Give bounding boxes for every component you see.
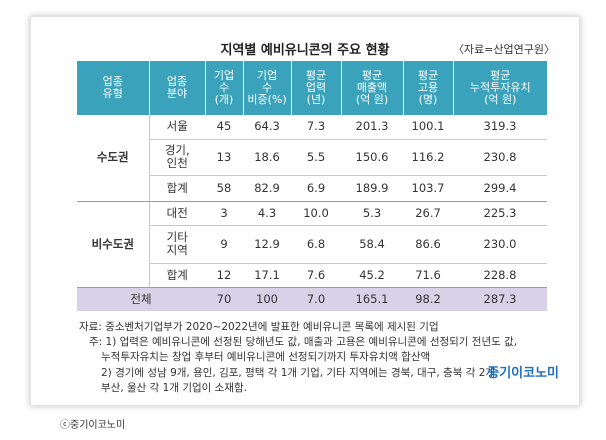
- col-header-sales: 평균 매출액 (억 원): [341, 61, 404, 115]
- value-cell: 45: [205, 115, 243, 140]
- table-row: 수도권 서울 45 64.3 7.3 201.3 100.1 319.3: [77, 115, 547, 202]
- footnote-2: 2) 경기에 성남 9개, 용인, 김포, 평택 각 1개 기업, 기타 지역에…: [101, 366, 499, 379]
- footnote-2-cont: 부산, 울산 각 1개 기업이 소재함.: [101, 381, 247, 394]
- value-cell: 9: [205, 225, 243, 264]
- footnotes: 자료: 중소벤처기업부가 2020~2022년에 발표한 예비유니콘 목록에 제…: [79, 320, 517, 396]
- data-table: 업종 유형 업종 분야 기업 수 (개) 기업 수 비중(%) 평균 업력 (년) 평균 매출액(…: [77, 61, 547, 311]
- source-label: 〈자료=산업연구원〉: [452, 43, 555, 56]
- table-row: 경기, 인천 13 18.6 5.5 150.6 116.2 230.8: [77, 139, 547, 176]
- value-cell: 6.8: [291, 225, 341, 264]
- value-cell: 10.0: [291, 201, 341, 226]
- value-cell: 45.2: [341, 263, 403, 288]
- value-cell: 319.3: [453, 115, 547, 140]
- col-header-count: 기업 수 (개): [205, 61, 244, 115]
- total-label: 전체: [77, 287, 205, 311]
- value-cell: 7.3: [291, 115, 341, 140]
- field-cell: 경기, 인천: [149, 139, 205, 176]
- value-cell: 299.4: [453, 175, 547, 202]
- value-cell: 7.6: [291, 263, 341, 288]
- value-cell: 230.8: [453, 139, 547, 176]
- value-cell: 17.1: [243, 263, 291, 288]
- col-header-employment: 평균 고용 (명): [403, 61, 454, 115]
- value-cell: 201.3: [341, 115, 403, 140]
- value-cell: 5.5: [291, 139, 341, 176]
- value-cell: 4.3: [243, 201, 291, 226]
- value-cell: 86.6: [403, 225, 453, 264]
- table-row: 기타 지역 9 12.9 6.8 58.4 86.6 230.0: [77, 225, 547, 264]
- value-cell: 225.3: [453, 201, 547, 226]
- value-cell: 7.0: [291, 287, 341, 311]
- table-row: 합계 12 17.1 7.6 45.2 71.6 228.8: [77, 263, 547, 288]
- col-header-type: 업종 유형: [77, 61, 150, 115]
- value-cell: 71.6: [403, 263, 453, 288]
- footnote-1-cont: 누적투자유치는 창업 후부터 예비유니콘에 선정되기까지 투자유치액 합산액: [101, 351, 431, 364]
- copyright-text: ⓒ중기이코노미: [60, 420, 126, 431]
- footnote-1: 주: 1) 업력은 예비유니콘에 선정된 당해년도 값, 매출과 고용은 예비유…: [89, 336, 518, 349]
- value-cell: 3: [205, 201, 243, 226]
- field-cell: 합계: [149, 263, 205, 288]
- value-cell: 189.9: [341, 175, 403, 202]
- table-row: 합계 58 82.9 6.9 189.9 103.7 299.4: [77, 175, 547, 202]
- value-cell: 12: [205, 263, 243, 288]
- value-cell: 70: [205, 287, 243, 311]
- value-cell: 230.0: [453, 225, 547, 264]
- value-cell: 58: [205, 175, 243, 202]
- footnote-source: 자료: 중소벤처기업부가 2020~2022년에 발표한 예비유니콘 목록에 제…: [79, 321, 439, 333]
- value-cell: 18.6: [243, 139, 291, 176]
- region-cell: 수도권: [77, 115, 150, 202]
- value-cell: 100.1: [403, 115, 453, 140]
- value-cell: 12.9: [243, 225, 291, 264]
- field-cell: 대전: [149, 201, 205, 226]
- col-header-investment: 평균 누적투자유치 (억 원): [453, 61, 547, 115]
- header-row: 업종 유형 업종 분야 기업 수 (개) 기업 수 비중(%) 평균 업력 (년) 평균 매출액(…: [77, 61, 547, 115]
- infographic-card: 지역별 예비유니콘의 주요 현황 〈자료=산업연구원〉 업종 유형 업종 분야 기업…: [30, 16, 580, 406]
- value-cell: 26.7: [403, 201, 453, 226]
- value-cell: 228.8: [453, 263, 547, 288]
- field-cell: 기타 지역: [149, 225, 205, 264]
- col-header-field: 업종 분야: [149, 61, 206, 115]
- value-cell: 150.6: [341, 139, 403, 176]
- value-cell: 82.9: [243, 175, 291, 202]
- col-header-share: 기업 수 비중(%): [243, 61, 292, 115]
- value-cell: 98.2: [403, 287, 453, 311]
- value-cell: 13: [205, 139, 243, 176]
- value-cell: 5.3: [341, 201, 403, 226]
- table-row: 비수도권 대전 3 4.3 10.0 5.3 26.7 225.3: [77, 201, 547, 288]
- value-cell: 58.4: [341, 225, 403, 264]
- value-cell: 287.3: [453, 287, 547, 311]
- value-cell: 100: [243, 287, 291, 311]
- region-cell: 비수도권: [77, 201, 150, 288]
- total-row: 전체 70 100 7.0 165.1 98.2 287.3: [77, 287, 547, 311]
- table-title: 지역별 예비유니콘의 주요 현황: [220, 43, 390, 58]
- field-cell: 서울: [149, 115, 205, 140]
- value-cell: 165.1: [341, 287, 403, 311]
- value-cell: 103.7: [403, 175, 453, 202]
- value-cell: 116.2: [403, 139, 453, 176]
- brand-logo: 중기이코노미: [487, 366, 559, 381]
- col-header-age: 평균 업력 (년): [291, 61, 342, 115]
- value-cell: 64.3: [243, 115, 291, 140]
- field-cell: 합계: [149, 175, 205, 202]
- value-cell: 6.9: [291, 175, 341, 202]
